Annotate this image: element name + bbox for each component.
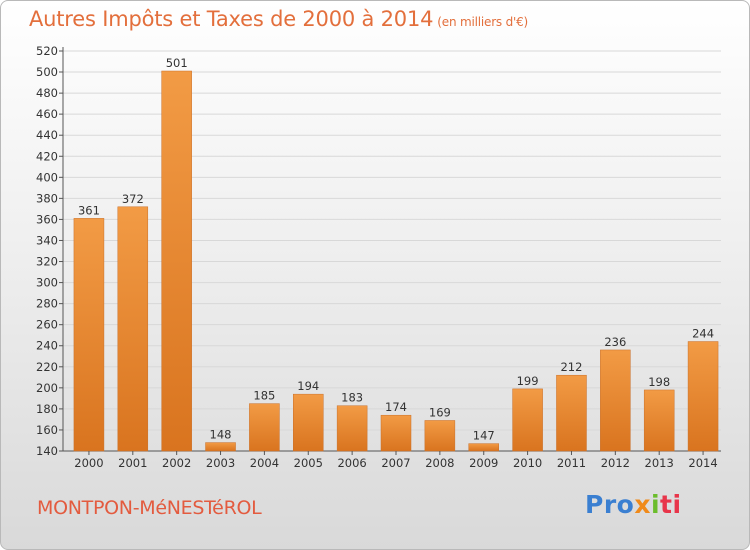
bar-value-label: 199 <box>517 374 539 388</box>
y-tick-label: 340 <box>36 233 58 247</box>
bar-value-label: 198 <box>648 375 670 389</box>
x-tick-label: 2009 <box>469 456 498 470</box>
bar <box>117 206 149 452</box>
y-tick-label: 500 <box>36 65 58 79</box>
x-tick-label: 2005 <box>294 456 323 470</box>
y-tick-label: 360 <box>36 212 58 226</box>
x-tick-label: 2007 <box>381 456 410 470</box>
x-tick-label: 2001 <box>118 456 147 470</box>
y-tick-label: 400 <box>36 170 58 184</box>
y-tick-label: 140 <box>36 444 58 458</box>
bar-value-label: 148 <box>210 428 232 442</box>
y-tick-label: 480 <box>36 86 58 100</box>
bar <box>161 70 192 452</box>
y-tick-label: 260 <box>36 318 58 332</box>
chart-unit: (en milliers d'€) <box>437 15 529 29</box>
bar <box>556 374 587 452</box>
bar-value-label: 183 <box>341 391 363 405</box>
y-tick-label: 420 <box>36 149 58 163</box>
bar-value-label: 361 <box>78 203 100 217</box>
bar-value-label: 244 <box>692 327 714 341</box>
bar <box>600 349 631 452</box>
x-tick-label: 2006 <box>337 456 366 470</box>
bar-value-label: 174 <box>385 400 407 414</box>
proxiti-logo: Proxiti <box>585 490 682 519</box>
x-tick-label: 2004 <box>250 456 279 470</box>
y-tick-label: 380 <box>36 191 58 205</box>
bar-value-label: 147 <box>473 429 495 443</box>
bar <box>336 405 368 452</box>
bar <box>293 393 324 452</box>
y-tick-label: 460 <box>36 107 58 121</box>
city-name: MONTPON-MéNESTéROL <box>37 497 262 519</box>
y-tick-label: 300 <box>36 276 58 290</box>
y-tick-label: 240 <box>36 339 58 353</box>
bar-value-label: 169 <box>429 405 451 419</box>
bar <box>205 442 236 452</box>
bar-value-label: 236 <box>604 335 626 349</box>
y-tick-label: 440 <box>36 128 58 142</box>
y-tick-label: 220 <box>36 360 58 374</box>
y-tick-label: 320 <box>36 255 58 269</box>
chart-title: Autres Impôts et Taxes de 2000 à 2014 (en… <box>29 7 528 31</box>
bar <box>512 388 543 452</box>
bar-value-label: 372 <box>122 192 144 206</box>
x-tick-label: 2008 <box>425 456 454 470</box>
bar <box>468 443 499 452</box>
x-tick-label: 2012 <box>601 456 630 470</box>
x-tick-label: 2014 <box>688 456 717 470</box>
y-tick-label: 520 <box>36 44 58 58</box>
bar <box>424 420 456 452</box>
x-tick-label: 2013 <box>645 456 674 470</box>
bar <box>643 389 675 452</box>
x-tick-label: 2002 <box>162 456 191 470</box>
x-tick-label: 2003 <box>206 456 235 470</box>
x-tick-label: 2011 <box>557 456 586 470</box>
x-tick-label: 2000 <box>74 456 103 470</box>
y-tick-label: 280 <box>36 297 58 311</box>
y-tick-label: 160 <box>36 423 58 437</box>
y-tick-label: 180 <box>36 402 58 416</box>
chart-title-text: Autres Impôts et Taxes de 2000 à 2014 <box>29 7 434 31</box>
bar <box>73 218 105 452</box>
bar-value-label: 501 <box>166 56 188 70</box>
bar <box>687 341 719 452</box>
bar-value-label: 185 <box>253 389 275 403</box>
bar <box>380 414 412 452</box>
bar <box>249 403 280 452</box>
x-tick-label: 2010 <box>513 456 542 470</box>
bar-value-label: 194 <box>297 379 319 393</box>
y-tick-label: 200 <box>36 381 58 395</box>
bar-value-label: 212 <box>560 360 582 374</box>
